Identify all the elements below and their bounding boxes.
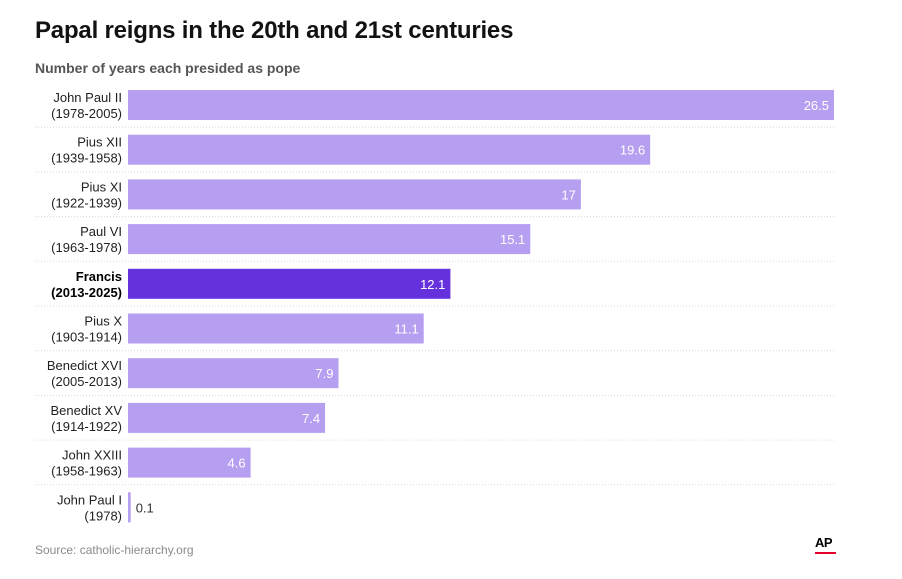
category-years-label: (1963-1978) [51, 240, 122, 255]
bar-row-1: Pius XII(1939-1958) 19.6 [35, 126, 834, 166]
category-years-label: (1922-1939) [51, 195, 122, 210]
category-years-label: (2005-2013) [51, 374, 122, 389]
bar [128, 447, 251, 478]
value-label: 4.6 [228, 456, 246, 471]
bar [128, 134, 651, 165]
bar-row-9: John Paul I(1978) 0.1 [35, 484, 834, 523]
category-label: John Paul I [57, 492, 122, 507]
chart-subtitle: Number of years each presided as pope [35, 60, 301, 76]
category-years-label: (1978) [84, 508, 122, 523]
value-label: 15.1 [500, 232, 525, 247]
bar [128, 313, 424, 344]
bar-row-4: Francis(2013-2025) 12.1 [35, 260, 834, 300]
bar [128, 90, 834, 120]
bar-row-0: John Paul II(1978-2005) 26.5 [51, 90, 834, 121]
bar-row-6: Benedict XVI(2005-2013) 7.9 [35, 350, 834, 389]
category-years-label: (1903-1914) [51, 330, 122, 345]
value-label: 19.6 [620, 143, 645, 158]
bar-row-3: Paul VI(1963-1978) 15.1 [35, 216, 834, 255]
chart-title: Papal reigns in the 20th and 21st centur… [35, 17, 514, 44]
value-label: 0.1 [136, 500, 154, 515]
bar-row-5: Pius X(1903-1914) 11.1 [35, 305, 834, 345]
category-label: John XXIII [62, 448, 122, 463]
bar [128, 358, 339, 389]
bar [128, 179, 581, 210]
ap-logo-underline [815, 552, 836, 554]
bar [128, 402, 326, 433]
category-label: Paul VI [80, 224, 122, 239]
category-years-label: (1978-2005) [51, 106, 122, 121]
value-label: 7.4 [302, 411, 320, 426]
category-years-label: (2013-2025) [51, 285, 122, 300]
source-note: Source: catholic-hierarchy.org [35, 543, 194, 557]
value-label: 17 [561, 187, 575, 202]
category-label: Benedict XV [50, 403, 122, 418]
ap-logo: AP [815, 535, 837, 557]
category-label: Francis [76, 269, 122, 284]
category-years-label: (1914-1922) [51, 419, 122, 434]
value-label: 12.1 [420, 277, 445, 292]
bar [128, 224, 531, 255]
category-label: Pius X [84, 314, 122, 329]
ap-logo-text: AP [815, 535, 833, 550]
bar-row-7: Benedict XV(1914-1922) 7.4 [35, 394, 834, 434]
category-label: Benedict XVI [47, 358, 122, 373]
bar-row-8: John XXIII(1958-1963) 4.6 [35, 439, 834, 479]
category-label: Pius XII [77, 135, 122, 150]
bar-row-2: Pius XI(1922-1939) 17 [35, 171, 834, 210]
value-label: 26.5 [804, 98, 829, 113]
category-years-label: (1958-1963) [51, 464, 122, 479]
category-label: Pius XI [81, 179, 122, 194]
value-label: 11.1 [394, 322, 418, 337]
category-years-label: (1939-1958) [51, 151, 122, 166]
category-label: John Paul II [53, 90, 122, 105]
bar [128, 492, 131, 523]
value-label: 7.9 [315, 366, 333, 381]
bar [128, 268, 451, 299]
